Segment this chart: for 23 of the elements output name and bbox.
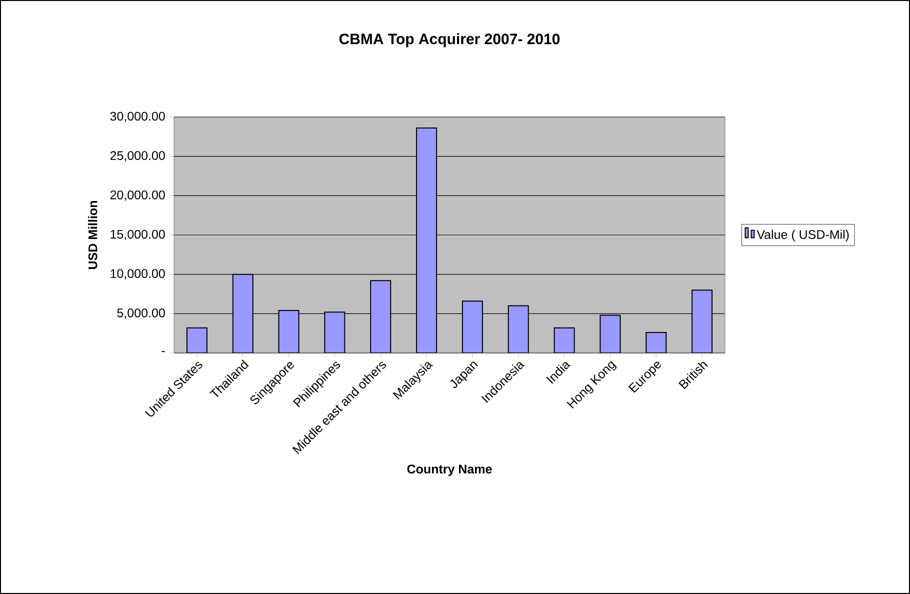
bar: [554, 327, 575, 353]
bar: [186, 327, 208, 353]
legend-label: Value ( USD-Mil): [756, 230, 849, 242]
bar: [416, 128, 438, 353]
y-axis-title: USD Million: [88, 201, 98, 269]
y-tick-label: 30,000.00: [110, 112, 165, 122]
y-tick-label: 5,000.00: [117, 308, 165, 319]
bar: [278, 310, 300, 353]
y-tick-label: 10,000.00: [110, 269, 165, 280]
y-tick-label: 20,000.00: [110, 190, 165, 201]
bar: [508, 305, 529, 353]
bar: [370, 280, 392, 353]
chart-title: CBMA Top Acquirer 2007- 2010: [339, 33, 560, 48]
bar: [646, 332, 667, 353]
bar: [232, 274, 254, 353]
bar: [324, 312, 346, 353]
x-axis-title: Country Name: [407, 464, 492, 476]
bar: [692, 290, 713, 353]
y-tick-label: 25,000.00: [110, 151, 165, 162]
bar: [462, 300, 483, 353]
y-tick-label: -: [162, 351, 165, 352]
bar: [600, 314, 621, 353]
y-tick-label: 15,000.00: [110, 230, 165, 240]
